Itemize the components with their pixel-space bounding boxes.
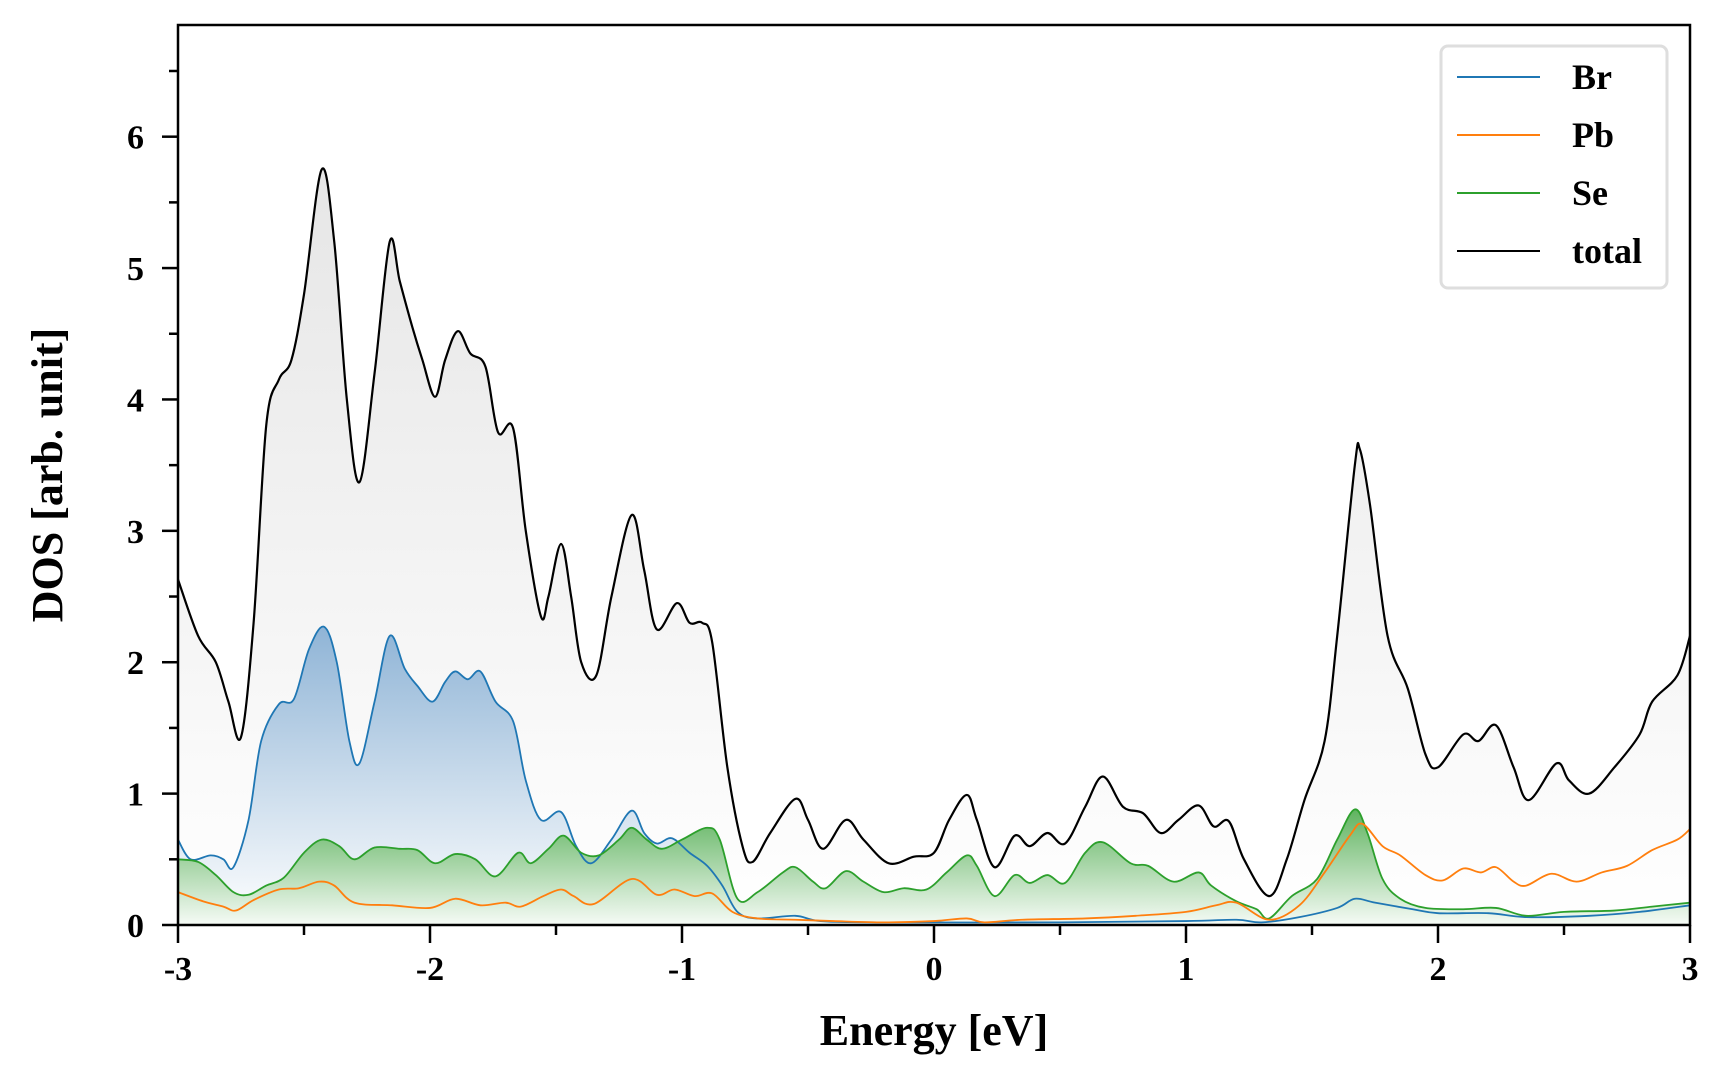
- y-tick-label: 4: [127, 382, 144, 419]
- x-axis-label: Energy [eV]: [820, 1006, 1049, 1055]
- y-tick-label: 2: [127, 645, 144, 682]
- legend: Br Pb Se total: [1439, 44, 1669, 290]
- total-area-fill: [178, 168, 1690, 925]
- x-tick-label: 1: [1178, 951, 1195, 988]
- x-tick-label: 3: [1682, 951, 1699, 988]
- y-axis-label: DOS [arb. unit]: [23, 328, 72, 623]
- x-tick-label: -1: [668, 951, 696, 988]
- x-tick-label: -3: [164, 951, 192, 988]
- se-area-fill: [178, 809, 1690, 925]
- x-tick-label: 0: [926, 951, 943, 988]
- legend-label: Br: [1572, 57, 1612, 97]
- x-tick-label: 2: [1430, 951, 1447, 988]
- pb-series-line: [178, 822, 1690, 924]
- total-series-line: [178, 167, 1690, 898]
- y-tick-label: 3: [127, 514, 144, 551]
- legend-item-total: total: [1457, 231, 1642, 271]
- legend-label: Pb: [1572, 115, 1614, 155]
- y-tick-label: 0: [127, 908, 144, 945]
- legend-item-pb: Pb: [1457, 115, 1614, 155]
- se-series-line: [178, 808, 1690, 920]
- y-tick-label: 1: [127, 777, 144, 814]
- legend-label: Se: [1572, 173, 1608, 213]
- legend-box: [1439, 44, 1669, 290]
- legend-label: total: [1572, 231, 1642, 271]
- y-tick-label: 5: [127, 251, 144, 288]
- legend-item-se: Se: [1457, 173, 1608, 213]
- legend-item-br: Br: [1457, 57, 1612, 97]
- y-tick-label: 6: [127, 120, 144, 157]
- x-tick-label: -2: [416, 951, 444, 988]
- br-series-line: [178, 625, 1690, 924]
